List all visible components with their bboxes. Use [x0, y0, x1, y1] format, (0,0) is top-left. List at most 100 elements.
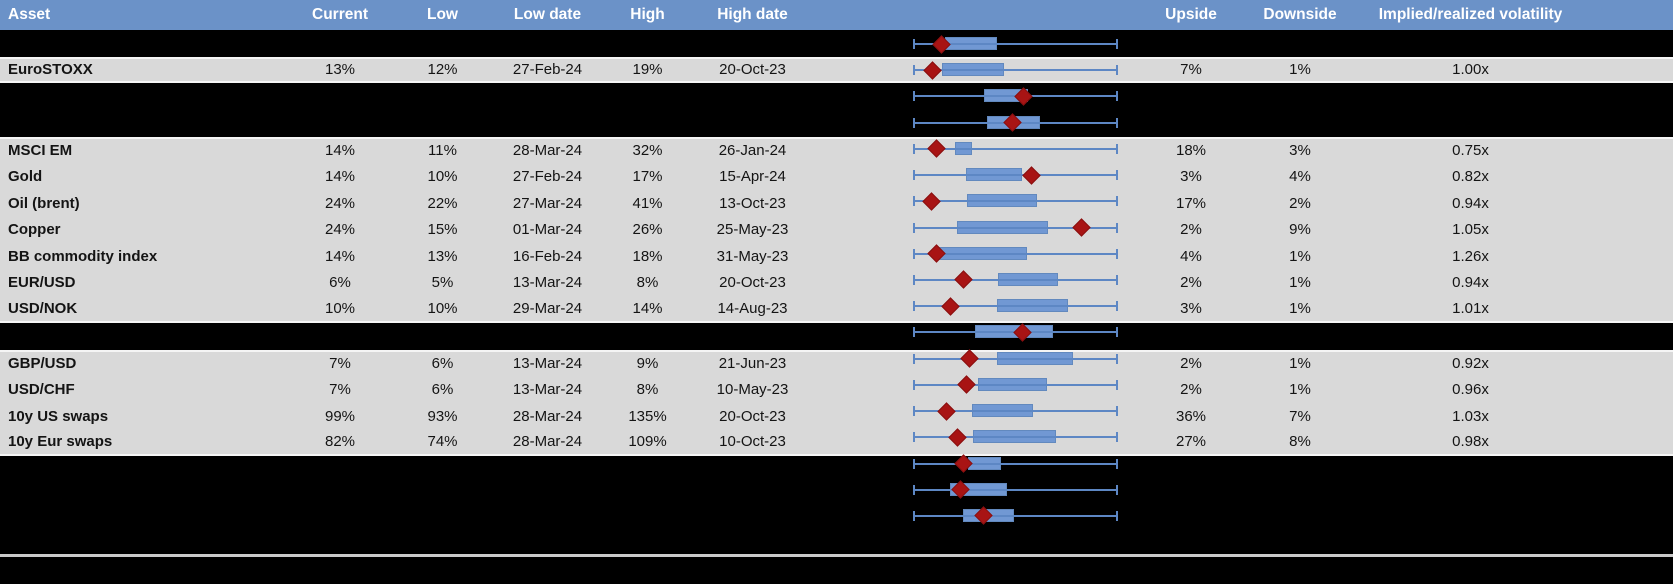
- cell-current: 14%: [324, 142, 356, 160]
- spacer-row: [0, 83, 1673, 110]
- cell-upside: 18%: [1175, 142, 1207, 160]
- cell-current: 13%: [324, 61, 356, 79]
- cell-low: 5%: [431, 274, 454, 292]
- cell-high: 26%: [632, 221, 663, 239]
- cell-asset: USD/NOK: [8, 300, 78, 318]
- cell-low: 6%: [431, 355, 454, 373]
- cell-upside: 7%: [1180, 61, 1202, 79]
- current-level-diamond-icon: [974, 506, 994, 526]
- table-row: Copper 24% 15% 01-Mar-24 26% 25-May-23 2% 9% 1.0…: [0, 216, 1673, 243]
- spacer-row: [0, 30, 1673, 57]
- cell-high_date: 20-Oct-23: [719, 61, 786, 79]
- cell-upside: 4%: [1180, 247, 1202, 265]
- cell-current: 14%: [324, 167, 356, 185]
- cell-high: 8%: [636, 380, 659, 398]
- column-header-upside: Upside: [1165, 6, 1217, 23]
- cell-high_date: 14-Aug-23: [717, 300, 788, 318]
- cell-high: 19%: [632, 61, 663, 79]
- cell-downside: 3%: [1289, 142, 1311, 160]
- cell-asset: 10y US swaps: [8, 407, 109, 425]
- cell-asset: MSCI EM: [8, 142, 73, 160]
- cell-upside: 3%: [1180, 300, 1202, 318]
- boxplot-row: [913, 505, 1118, 527]
- table-row: USD/NOK 10% 10% 29-Mar-24 14% 14-Aug-23 3% 1% 1.…: [0, 296, 1673, 323]
- table-row: EuroSTOXX 13% 12% 27-Feb-24 19% 20-Oct-23 7% 1%…: [0, 56, 1673, 84]
- whisker-line: [913, 462, 1118, 465]
- range-box: [963, 508, 1015, 522]
- cell-asset: Gold: [8, 167, 43, 185]
- cell-high_date: 21-Jun-23: [718, 355, 787, 373]
- cell-asset: EuroSTOXX: [8, 61, 93, 79]
- whisker-cap-right: [1116, 510, 1118, 521]
- cell-low: 12%: [427, 61, 458, 79]
- table-header-row: Asset Current Low Low date High High date Upsi…: [0, 0, 1673, 30]
- cell-upside: 17%: [1175, 194, 1207, 212]
- cell-downside: 8%: [1289, 433, 1311, 451]
- cell-asset: BB commodity index: [8, 247, 158, 265]
- cell-impl_real_vol: 0.94x: [1452, 274, 1489, 292]
- cell-current: 24%: [324, 194, 356, 212]
- column-header-low: Low: [427, 6, 458, 23]
- cell-high_date: 10-Oct-23: [719, 433, 786, 451]
- cell-upside: 36%: [1175, 407, 1207, 425]
- cell-asset: Copper: [8, 221, 61, 239]
- cell-downside: 9%: [1289, 221, 1311, 239]
- cell-downside: 1%: [1289, 355, 1311, 373]
- cell-upside: 2%: [1180, 355, 1202, 373]
- cell-low_date: 28-Mar-24: [512, 407, 583, 425]
- cell-current: 82%: [324, 433, 356, 451]
- cell-low_date: 13-Mar-24: [512, 274, 583, 292]
- cell-impl_real_vol: 0.96x: [1452, 380, 1489, 398]
- whisker-cap-left: [913, 458, 915, 469]
- table-row: USD/CHF 7% 6% 13-Mar-24 8% 10-May-23 2% 1% 0.96x: [0, 376, 1673, 403]
- cell-impl_real_vol: 0.82x: [1452, 167, 1489, 185]
- table-row: 10y US swaps 99% 93% 28-Mar-24 135% 20-Oct-23…: [0, 402, 1673, 430]
- cell-impl_real_vol: 1.03x: [1452, 407, 1489, 425]
- cell-asset: 10y Eur swaps: [8, 433, 113, 451]
- column-header-high: High: [630, 6, 665, 23]
- cell-low_date: 16-Feb-24: [512, 247, 583, 265]
- cell-high: 17%: [632, 167, 663, 185]
- cell-current: 24%: [324, 221, 356, 239]
- cell-low: 22%: [427, 194, 458, 212]
- cell-high: 41%: [632, 194, 663, 212]
- cell-asset: USD/CHF: [8, 380, 75, 398]
- table-row: MSCI EM 14% 11% 28-Mar-24 32% 26-Jan-24 18% 3% 0…: [0, 136, 1673, 164]
- current-level-diamond-icon: [951, 480, 971, 499]
- cell-low_date: 29-Mar-24: [512, 300, 583, 318]
- cell-impl_real_vol: 1.01x: [1452, 300, 1489, 318]
- cell-current: 6%: [329, 274, 351, 292]
- column-header-impl_real_vol: Implied/realized volatility: [1378, 6, 1563, 23]
- cell-high: 32%: [632, 142, 663, 160]
- current-level-diamond-icon: [953, 454, 973, 473]
- whisker-line: [913, 514, 1118, 517]
- range-box: [949, 482, 1008, 496]
- cell-low_date: 27-Feb-24: [512, 61, 583, 79]
- cell-high_date: 26-Jan-24: [718, 142, 787, 160]
- cell-impl_real_vol: 1.00x: [1452, 61, 1489, 79]
- cell-downside: 1%: [1289, 61, 1311, 79]
- cell-high_date: 20-Oct-23: [719, 274, 786, 292]
- cell-low_date: 13-Mar-24: [512, 355, 583, 373]
- cell-asset: Oil (brent): [8, 194, 80, 212]
- cell-low: 13%: [427, 247, 458, 265]
- cell-low_date: 27-Mar-24: [512, 194, 583, 212]
- cell-impl_real_vol: 0.94x: [1452, 194, 1489, 212]
- cell-low_date: 01-Mar-24: [512, 221, 583, 239]
- column-header-downside: Downside: [1263, 6, 1337, 23]
- bottom-separator-line: [0, 554, 1673, 557]
- cell-high_date: 25-May-23: [716, 221, 789, 239]
- table-row: 10y Eur swaps 82% 74% 28-Mar-24 109% 10-Oct-2…: [0, 429, 1673, 456]
- cell-low: 10%: [427, 167, 458, 185]
- table-row: GBP/USD 7% 6% 13-Mar-24 9% 21-Jun-23 2% 1% 0.92x: [0, 349, 1673, 377]
- cell-high: 9%: [636, 355, 659, 373]
- cell-current: 99%: [324, 407, 356, 425]
- cell-upside: 3%: [1180, 167, 1202, 185]
- cell-upside: 2%: [1180, 274, 1202, 292]
- cell-high_date: 10-May-23: [716, 380, 789, 398]
- cell-current: 7%: [329, 380, 351, 398]
- cell-high: 18%: [632, 247, 663, 265]
- cell-low_date: 27-Feb-24: [512, 167, 583, 185]
- spacer-row: [0, 322, 1673, 350]
- whisker-cap-left: [913, 510, 915, 521]
